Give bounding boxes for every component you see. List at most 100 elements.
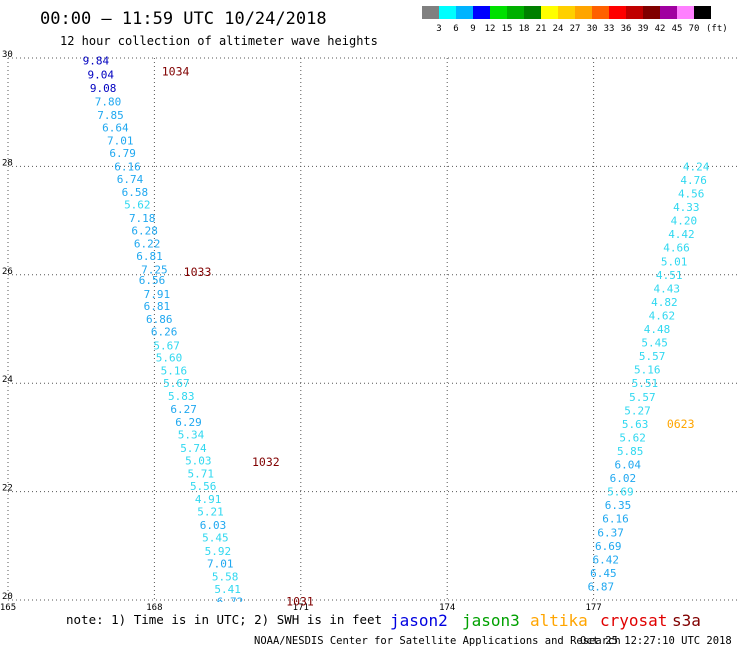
data-point-label: 5.57 [629, 391, 656, 404]
data-point-label: 4.82 [651, 296, 678, 309]
colorbar-label: 15 [502, 24, 513, 34]
x-tick-label: 165 [0, 603, 16, 613]
x-tick-label: 174 [439, 603, 455, 613]
data-point-label: 4.42 [668, 228, 695, 241]
data-point-label: 4.48 [644, 323, 671, 336]
data-point-label: 4.43 [654, 282, 681, 295]
y-tick-label: 30 [2, 50, 13, 60]
colorbar-swatch [626, 6, 643, 19]
data-point-label: 5.27 [624, 404, 651, 417]
data-point-label: 6.29 [175, 416, 202, 429]
colorbar-label: 42 [655, 24, 666, 34]
data-point-label: 6.79 [109, 147, 136, 160]
colorbar-swatch [507, 6, 524, 19]
colorbar-label: 12 [485, 24, 496, 34]
data-point-label: 6.86 [146, 313, 173, 326]
y-tick-label: 28 [2, 158, 13, 168]
data-point-label: 7.01 [107, 134, 134, 147]
data-point-label: 6.27 [170, 403, 197, 416]
colorbar-swatch [643, 6, 660, 19]
y-tick-label: 24 [2, 375, 13, 385]
data-point-label: 6.72 [217, 596, 244, 609]
colorbar-label: 6 [453, 24, 458, 34]
colorbar-swatch [541, 6, 558, 19]
data-point-label: 4.51 [656, 269, 683, 282]
colorbar-swatch [575, 6, 592, 19]
data-point-label: 5.51 [632, 377, 659, 390]
data-point-label: 5.85 [617, 445, 644, 458]
data-point-label: 6.16 [602, 513, 629, 526]
data-point-label: 4.24 [683, 160, 710, 173]
data-point-label: 5.57 [639, 350, 666, 363]
chart-title: 00:00 – 11:59 UTC 10/24/2018 [40, 9, 327, 29]
colorbar-label: 18 [519, 24, 530, 34]
pass-time-label: 1032 [252, 455, 280, 469]
data-point-label: 4.33 [673, 201, 700, 214]
colorbar-swatch [660, 6, 677, 19]
colorbar-unit: (ft) [706, 24, 728, 34]
colorbar-swatch [439, 6, 456, 19]
colorbar-swatch [422, 6, 439, 19]
colorbar-label: 9 [470, 24, 475, 34]
data-point-label: 6.56 [139, 274, 166, 287]
data-point-label: 5.67 [163, 377, 190, 390]
colorbar-swatch [592, 6, 609, 19]
data-point-label: 6.87 [588, 580, 615, 593]
colorbar-label: 21 [536, 24, 547, 34]
x-tick-label: 171 [293, 603, 309, 613]
data-point-label: 5.92 [205, 545, 232, 558]
colorbar-label: 39 [638, 24, 649, 34]
data-point-label: 5.45 [641, 337, 668, 350]
data-point-label: 5.56 [190, 480, 217, 493]
data-point-label: 5.74 [180, 442, 207, 455]
footer-timestamp: Oct 25 12:27:10 UTC 2018 [580, 635, 732, 647]
colorbar-swatch [609, 6, 626, 19]
data-point-label: 6.26 [151, 326, 178, 339]
data-point-label: 5.71 [188, 468, 215, 481]
y-tick-label: 26 [2, 267, 13, 277]
data-point-label: 5.01 [661, 255, 688, 268]
colorbar-label: 3 [436, 24, 441, 34]
data-point-label: 5.45 [202, 532, 229, 545]
data-points: 9.849.049.087.807.856.647.016.796.166.74… [83, 55, 710, 609]
data-point-label: 4.76 [680, 174, 707, 187]
colorbar-swatch [694, 6, 711, 19]
data-point-label: 6.81 [136, 250, 163, 263]
data-point-label: 6.42 [593, 553, 620, 566]
data-point-label: 7.91 [144, 288, 171, 301]
footer-credit: NOAA/NESDIS Center for Satellite Applica… [254, 635, 621, 647]
data-point-label: 6.03 [200, 519, 227, 532]
pass-time-label: 1033 [184, 265, 212, 279]
data-point-label: 7.25 [141, 263, 168, 276]
pass-time-label: 0623 [667, 417, 695, 431]
x-tick-label: 168 [146, 603, 162, 613]
colorbar-swatch [473, 6, 490, 19]
pass-time-label: 1031 [286, 595, 314, 609]
colorbar-swatch [456, 6, 473, 19]
colorbar-label: 70 [689, 24, 700, 34]
y-tick-label: 22 [2, 484, 13, 494]
data-point-label: 6.02 [610, 472, 637, 485]
data-point-label: 6.16 [114, 160, 141, 173]
data-point-label: 5.16 [634, 364, 661, 377]
data-point-label: 4.56 [678, 188, 705, 201]
data-point-label: 9.84 [83, 55, 110, 68]
data-point-label: 4.20 [671, 215, 698, 228]
y-tick-label: 20 [2, 592, 13, 602]
data-point-label: 7.18 [129, 212, 156, 225]
plot-area: 20 22 24 26 28 30 165 168 171 174 177 9.849.049.08… [0, 50, 740, 613]
data-point-label: 5.62 [619, 431, 646, 444]
data-point-label: 5.62 [124, 198, 151, 211]
data-point-label: 5.67 [153, 339, 180, 352]
data-point-label: 7.01 [207, 558, 234, 571]
footer-note: note: 1) Time is in UTC; 2) SWH is in fe… [66, 612, 382, 627]
data-point-label: 6.22 [134, 237, 161, 250]
colorbar-swatch [677, 6, 694, 19]
satellite-legend-altika: altika [530, 611, 588, 630]
data-point-label: 5.34 [178, 429, 205, 442]
data-point-label: 6.45 [590, 567, 617, 580]
data-point-label: 4.91 [195, 493, 222, 506]
data-point-label: 5.16 [161, 365, 188, 378]
data-point-label: 4.66 [663, 242, 690, 255]
